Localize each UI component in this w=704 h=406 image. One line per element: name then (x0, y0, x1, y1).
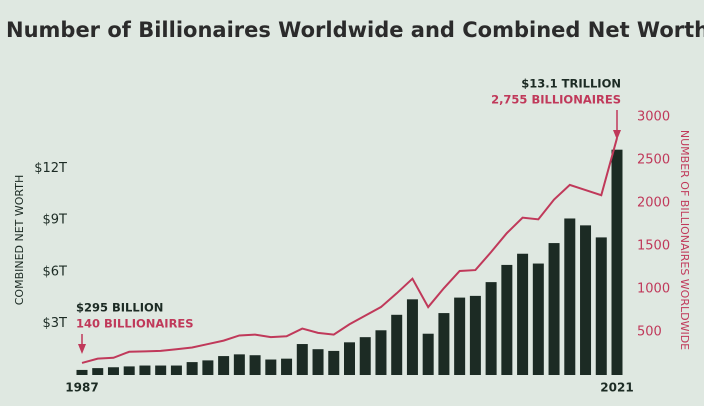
y2-tick-label: 3000 (637, 110, 670, 125)
y2-axis-label: NUMBER OF BILLIONAIRES WORLDWIDE (678, 130, 691, 350)
annotation: $13.1 TRILLION (521, 77, 621, 91)
bar (391, 314, 403, 375)
y2-tick-label: 2500 (637, 153, 670, 168)
y2-tick-label: 2000 (637, 196, 670, 211)
bar (532, 263, 544, 375)
bar (218, 356, 230, 375)
y-tick-label: $9T (43, 213, 68, 228)
bar (375, 330, 387, 375)
bar (548, 243, 560, 375)
annotation-arrowhead (613, 130, 621, 140)
bar (611, 149, 623, 375)
bar (123, 366, 135, 375)
chart-title: Number of Billionaires Worldwide and Com… (6, 18, 704, 42)
bar (155, 365, 167, 375)
bar (406, 299, 418, 375)
bar (186, 362, 198, 375)
bar (344, 342, 355, 375)
bar (485, 282, 497, 375)
annotation: 140 BILLIONAIRES (76, 317, 194, 331)
y-axis-label: COMBINED NET WORTH (13, 175, 26, 306)
bar (249, 355, 261, 375)
annotation: $295 BILLION (76, 301, 163, 315)
bar (359, 337, 371, 375)
bar (76, 369, 88, 375)
bar (501, 264, 513, 375)
bar (265, 359, 277, 375)
annotation-arrowhead (78, 344, 86, 354)
line (81, 137, 618, 364)
bar (454, 297, 466, 375)
x-tick-label: 1987 (65, 381, 98, 395)
y2-tick-label: 1000 (637, 282, 670, 297)
bar (517, 253, 529, 375)
bar (170, 365, 182, 375)
y2-tick-label: 1500 (637, 239, 670, 254)
annotation: 2,755 BILLIONAIRES (491, 93, 621, 107)
bar (107, 367, 119, 375)
bar (281, 358, 293, 375)
bar (580, 225, 592, 375)
bar (312, 349, 324, 375)
bar (202, 360, 214, 375)
bar (139, 365, 151, 375)
bar (595, 237, 607, 375)
bar (469, 295, 481, 375)
bar (92, 368, 104, 375)
bar (328, 350, 340, 375)
bar (438, 313, 450, 375)
bar (233, 354, 245, 375)
y-tick-label: $6T (43, 264, 68, 279)
bar (296, 344, 308, 375)
y-tick-label: $3T (43, 316, 68, 331)
bar (422, 333, 434, 375)
bar (564, 218, 576, 375)
y-tick-label: $12T (34, 161, 67, 176)
y2-tick-label: 500 (637, 325, 662, 340)
x-tick-label: 2021 (600, 381, 633, 395)
